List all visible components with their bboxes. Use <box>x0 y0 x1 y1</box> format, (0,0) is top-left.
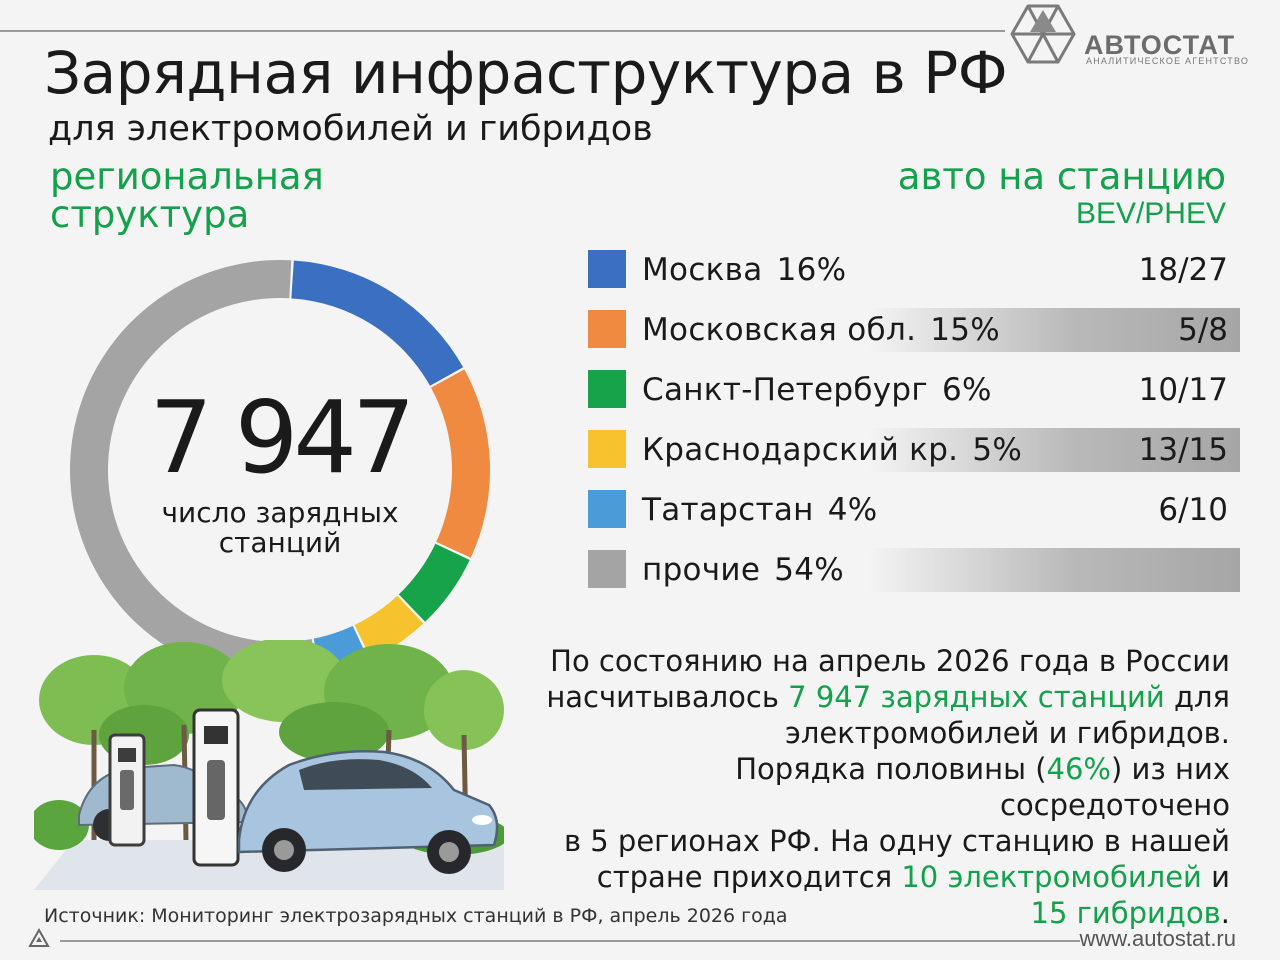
summary-highlight-evs: 10 электромобилей <box>901 860 1202 894</box>
donut-slice-1 <box>291 260 464 386</box>
legend-share-value: 16% <box>776 252 847 288</box>
legend-share-value: 4% <box>827 492 878 528</box>
donut-slice-2 <box>430 369 491 558</box>
donut-slice-4 <box>354 595 424 660</box>
total-label-line1: число зарядных <box>161 496 399 529</box>
legend-share-value: 15% <box>930 312 1001 348</box>
summary-line-7b: . <box>1220 896 1230 930</box>
legend-share-value: 5% <box>972 432 1023 468</box>
legend-row: Москва 16% 18/27 <box>588 248 1240 292</box>
donut-slice-3 <box>398 543 470 622</box>
ev-charging-illustration <box>34 640 504 890</box>
summary-line-6a: стране приходится <box>596 860 902 894</box>
logo-tagline: АНАЛИТИЧЕСКОЕ АГЕНТСТВО <box>1086 56 1250 66</box>
legend-region-name: Московская обл. <box>642 312 917 348</box>
summary-line-2c: для <box>1164 680 1230 714</box>
summary-highlight-share: 46% <box>1046 752 1111 786</box>
summary-highlight-hybrids: 15 гибридов <box>1030 896 1221 930</box>
legend-ratio-value: 18/27 <box>1138 252 1228 288</box>
source-note: Источник: Мониторинг электрозарядных ста… <box>44 905 788 927</box>
logo-name: АВТОСТАТ <box>1084 30 1236 60</box>
regional-heading-line2: структура <box>50 193 250 236</box>
legend-label: Московская обл. 15% <box>642 310 1000 350</box>
summary-line-1: По состоянию на апрель 2026 года в Росси… <box>550 644 1230 678</box>
total-stations-value: 7 947 <box>149 379 415 496</box>
summary-line-2a: насчитывалось <box>546 680 789 714</box>
legend-swatch <box>588 550 626 588</box>
legend-region-name: прочие <box>642 552 761 588</box>
page-subtitle: для электромобилей и гибридов <box>48 109 653 149</box>
legend-row: прочие 54% <box>588 548 1240 592</box>
legend-share-value: 6% <box>942 372 992 408</box>
legend-row-shading <box>868 548 1240 592</box>
cars-per-station-heading: авто на станцию <box>897 155 1226 198</box>
legend-swatch <box>588 370 626 408</box>
bev-phev-label: BEV/PHEV <box>1075 197 1226 230</box>
legend-region-name: Татарстан <box>642 492 814 528</box>
legend-label: Краснодарский кр. 5% <box>642 430 1022 470</box>
summary-line-4a: Порядка половины ( <box>735 752 1047 786</box>
page-title: Зарядная инфраструктура в РФ <box>44 39 1008 107</box>
legend-swatch <box>588 430 626 468</box>
legend-row: Санкт-Петербург 6% 10/17 <box>588 368 1240 412</box>
legend-ratio-value: 10/17 <box>1138 372 1228 408</box>
trees-image <box>39 640 504 765</box>
legend-region-name: Краснодарский кр. <box>642 432 959 468</box>
autostat-logo[interactable]: АВТОСТАТ АНАЛИТИЧЕСКОЕ АГЕНТСТВО <box>1010 4 1272 68</box>
legend-row-shading <box>868 428 1240 472</box>
legend-row-shading <box>868 308 1240 352</box>
footer-triangle-icon <box>28 928 50 947</box>
legend-swatch <box>588 310 626 348</box>
summary-line-5: в 5 регионах РФ. На одну станцию в нашей <box>563 824 1230 858</box>
top-divider <box>0 30 1005 32</box>
legend-label: Москва 16% <box>642 250 846 290</box>
legend-label: прочие 54% <box>642 550 844 590</box>
legend-row: Краснодарский кр. 5% 13/15 <box>588 428 1240 472</box>
legend-region-name: Москва <box>642 252 763 288</box>
total-stations-label: число зарядных станций <box>130 498 430 558</box>
summary-line-6c: и <box>1201 860 1230 894</box>
charger-1-image <box>108 733 146 847</box>
charger-2-image <box>192 708 240 867</box>
legend-share-value: 54% <box>774 552 845 588</box>
legend-row: Татарстан 4% 6/10 <box>588 488 1240 532</box>
legend-swatch <box>588 250 626 288</box>
donut-slice-6 <box>70 260 319 680</box>
legend-ratio-value: 5/8 <box>1178 312 1228 348</box>
legend-ratio-value: 6/10 <box>1158 492 1228 528</box>
legend-region-name: Санкт-Петербург <box>642 372 928 408</box>
regional-heading-line1: региональная <box>50 155 324 198</box>
legend-label: Санкт-Петербург 6% <box>642 370 992 410</box>
footer-divider <box>60 940 1080 942</box>
legend-swatch <box>588 490 626 528</box>
legend-row: Московская обл. 15% 5/8 <box>588 308 1240 352</box>
total-label-line2: станций <box>218 526 342 559</box>
summary-paragraph: По состоянию на апрель 2026 года в Росси… <box>510 643 1230 931</box>
legend-ratio-value: 13/15 <box>1138 432 1228 468</box>
front-car-image <box>237 749 499 874</box>
summary-highlight-stations: 7 947 зарядных станций <box>788 680 1165 714</box>
summary-line-4c: ) из них сосредоточено <box>1000 752 1230 822</box>
regional-structure-heading: региональная структура <box>50 158 324 234</box>
logo-mark-icon <box>1010 4 1076 64</box>
site-link[interactable]: www.autostat.ru <box>1079 926 1236 951</box>
legend-label: Татарстан 4% <box>642 490 878 530</box>
summary-line-3: электромобилей и гибридов. <box>784 716 1230 750</box>
